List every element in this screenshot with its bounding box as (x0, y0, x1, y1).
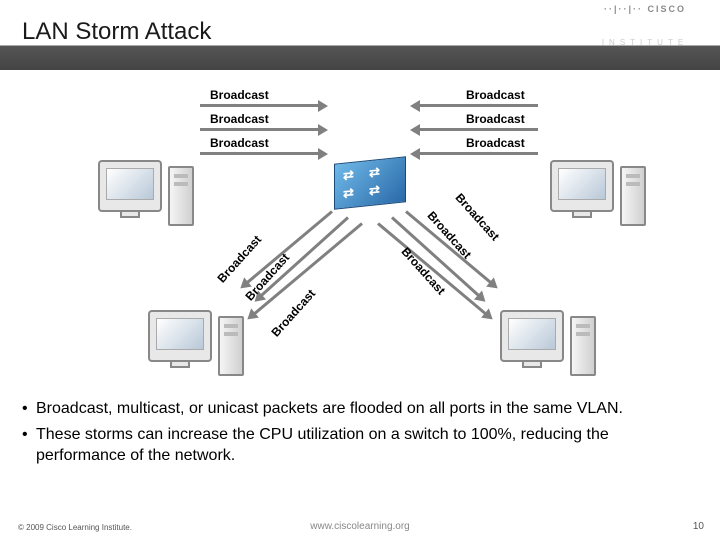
arrow-head-icon (410, 148, 420, 160)
bullet-list: Broadcast, multicast, or unicast packets… (22, 398, 698, 471)
computer-icon (500, 310, 564, 368)
broadcast-label: Broadcast (210, 136, 269, 150)
arrow-line (200, 152, 318, 155)
footer: © 2009 Cisco Learning Institute. www.cis… (0, 516, 720, 534)
arrow-head-icon (318, 100, 328, 112)
arrow-line (377, 222, 486, 314)
footer-url: www.ciscolearning.org (310, 521, 410, 532)
broadcast-label: Broadcast (399, 245, 449, 298)
arrow-line (420, 128, 538, 131)
broadcast-label: Broadcast (466, 112, 525, 126)
arrow-line (200, 104, 318, 107)
bullet-item: Broadcast, multicast, or unicast packets… (22, 398, 698, 420)
slide-number: 10 (693, 521, 704, 532)
broadcast-label: Broadcast (466, 88, 525, 102)
broadcast-label: Broadcast (466, 136, 525, 150)
broadcast-label: Broadcast (210, 88, 269, 102)
computer-icon (148, 310, 212, 368)
arrow-line (200, 128, 318, 131)
logo-brand-main: Learning (580, 20, 710, 38)
computer-icon (98, 160, 162, 218)
broadcast-label: Broadcast (210, 112, 269, 126)
logo-brand-top: ··|··|·· CISCO (580, 4, 710, 14)
title-bar: LAN Storm Attack ··|··|·· CISCO Learning… (0, 0, 720, 70)
copyright-text: © 2009 Cisco Learning Institute. (18, 523, 132, 532)
logo-brand-sub: INSTITUTE (580, 38, 710, 47)
arrow-head-icon (410, 124, 420, 136)
arrow-head-icon (318, 148, 328, 160)
arrow-line (420, 104, 538, 107)
arrow-line (420, 152, 538, 155)
cisco-logo: ··|··|·· CISCO Learning INSTITUTE (580, 4, 710, 64)
computer-icon (550, 160, 614, 218)
arrow-head-icon (318, 124, 328, 136)
arrow-head-icon (410, 100, 420, 112)
page-title: LAN Storm Attack (22, 18, 211, 46)
network-switch-icon: ⇄ ⇄ ⇄ ⇄ (334, 160, 406, 206)
arrow-line (261, 216, 349, 296)
bullet-item: These storms can increase the CPU utiliz… (22, 424, 698, 467)
diagram-area: ⇄ ⇄ ⇄ ⇄ Broadcast Broadcast Broadcast Broad… (0, 80, 720, 380)
